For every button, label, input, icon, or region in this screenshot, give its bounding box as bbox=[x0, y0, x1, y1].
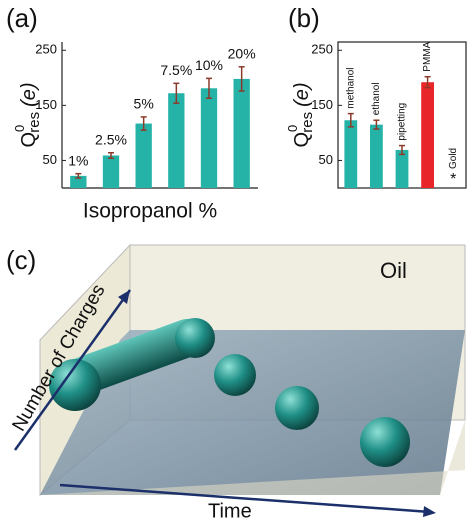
y-tick-label: 250 bbox=[35, 42, 57, 57]
bar bbox=[370, 124, 383, 188]
y-label-part: res bbox=[299, 112, 316, 133]
bar bbox=[395, 149, 409, 188]
illustration: (c) Oil Number of Charges Time bbox=[6, 243, 466, 522]
bar bbox=[102, 155, 120, 188]
category-label: pipetting bbox=[397, 103, 408, 141]
category-label: 7.5% bbox=[160, 62, 192, 78]
y-tick-label: 150 bbox=[35, 97, 57, 112]
bar bbox=[200, 88, 218, 188]
category-label: PMMA bbox=[422, 41, 433, 71]
droplet bbox=[275, 386, 319, 430]
panel-label: (b) bbox=[288, 3, 320, 33]
category-label: 2.5% bbox=[95, 131, 127, 147]
droplet bbox=[49, 359, 101, 411]
box-front bbox=[40, 420, 465, 495]
y-axis-label: Q0res (e) bbox=[12, 82, 43, 147]
bar bbox=[421, 82, 434, 188]
time-arrow bbox=[59, 483, 431, 514]
arrow-head bbox=[118, 290, 130, 304]
annotation: * bbox=[450, 171, 456, 188]
y-label-part: Q bbox=[18, 132, 40, 148]
y-label-part: (e) bbox=[18, 82, 40, 106]
bar bbox=[233, 78, 250, 188]
arrow-head bbox=[423, 506, 436, 517]
bar bbox=[70, 175, 87, 188]
y-tick-label: 250 bbox=[311, 42, 333, 57]
y-label-part: res bbox=[26, 112, 43, 133]
horizontal-axis-label: Time bbox=[208, 500, 252, 522]
y-tick-label: 150 bbox=[311, 97, 333, 112]
x-axis-label: Isopropanol % bbox=[83, 200, 217, 223]
medium-label: Oil bbox=[380, 258, 407, 283]
y-tick-label: 50 bbox=[319, 152, 333, 167]
category-label: 5% bbox=[134, 96, 154, 112]
category-label: 20% bbox=[228, 45, 256, 61]
category-label: Gold bbox=[448, 148, 459, 169]
category-label: 1% bbox=[68, 152, 88, 168]
panel-label: (c) bbox=[6, 245, 36, 275]
droplet bbox=[175, 318, 215, 358]
y-label-part: Q bbox=[291, 132, 313, 148]
y-tick-label: 50 bbox=[43, 152, 57, 167]
bar bbox=[135, 123, 152, 188]
y-label-part: 0 bbox=[12, 125, 27, 132]
droplet bbox=[214, 354, 256, 396]
category-label: ethanol bbox=[371, 82, 382, 115]
droplet bbox=[360, 417, 410, 467]
charge-arrow bbox=[13, 289, 132, 451]
category-label: 10% bbox=[195, 57, 223, 73]
bar bbox=[168, 93, 185, 188]
category-label: methanol bbox=[345, 67, 356, 108]
panel-label: (a) bbox=[6, 3, 38, 33]
y-axis-label: Q0res (e) bbox=[285, 82, 316, 147]
bar bbox=[344, 120, 358, 188]
y-label-part: 0 bbox=[285, 125, 300, 132]
y-label-part: (e) bbox=[291, 82, 313, 106]
